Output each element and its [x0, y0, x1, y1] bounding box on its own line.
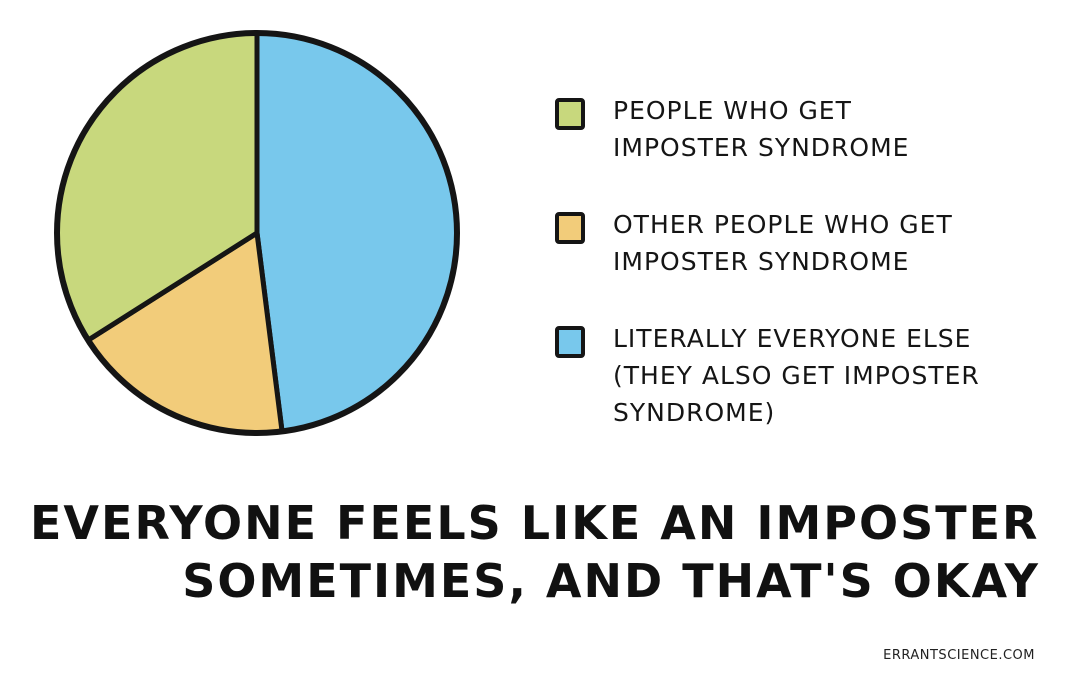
pie-outline	[54, 30, 460, 436]
legend-label-line: Literally everyone else	[613, 324, 972, 353]
legend-label-line: imposter syndrome	[613, 133, 910, 162]
legend-label-line: syndrome)	[613, 398, 776, 427]
headline-line-1: Everyone feels like an imposter	[30, 496, 1040, 550]
legend-label: Other people who get imposter syndrome	[613, 206, 953, 280]
legend-swatch-blue	[555, 326, 585, 358]
legend-swatch-orange	[555, 212, 585, 244]
pie-slice	[254, 30, 460, 434]
headline: Everyone feels like an imposter sometime…	[30, 494, 1050, 610]
legend-label: People who get imposter syndrome	[613, 92, 909, 166]
legend-swatch-green	[555, 98, 585, 130]
legend-item-everyone: Literally everyone else (they also get i…	[555, 320, 980, 431]
pie-chart	[54, 30, 460, 436]
legend-label-line: imposter syndrome	[613, 247, 910, 276]
legend-label-line: People who get	[613, 96, 852, 125]
legend-item-imposter: People who get imposter syndrome	[555, 92, 909, 166]
credit-text: ErrantScience.com	[883, 648, 1035, 663]
legend-label-line: (they also get imposter	[613, 361, 980, 390]
legend-label-line: Other people who get	[613, 210, 953, 239]
headline-line-2: sometimes, and that's okay	[182, 554, 1040, 608]
legend-item-other: Other people who get imposter syndrome	[555, 206, 953, 280]
legend-label: Literally everyone else (they also get i…	[613, 320, 980, 431]
